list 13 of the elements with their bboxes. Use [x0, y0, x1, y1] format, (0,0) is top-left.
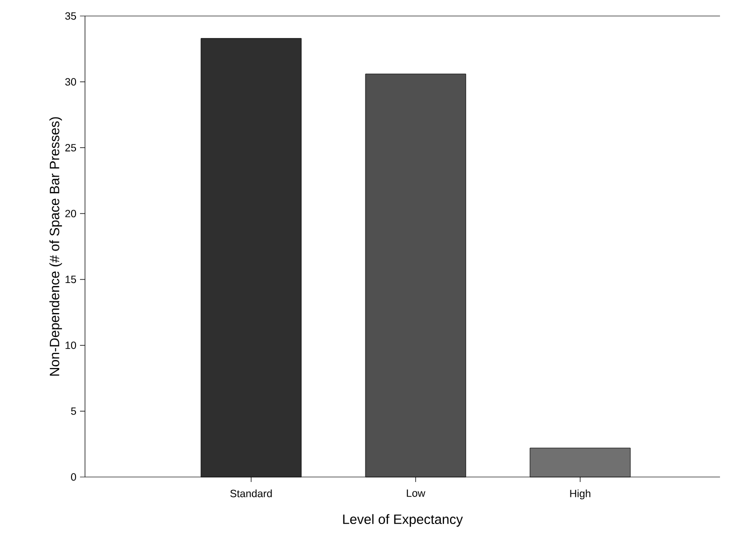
y-tick-label: 15	[66, 276, 76, 284]
y-tick-label: 10	[66, 342, 76, 350]
y-axis-title: Non-Dependence (# of Space Bar Presses)	[49, 117, 62, 376]
x-tick-label: Standard	[230, 490, 272, 498]
x-tick-label: High	[570, 490, 590, 500]
x-axis-title: Level of Expectancy	[343, 514, 463, 527]
y-tick-label: 20	[65, 210, 76, 218]
y-tick-label: 5	[71, 407, 76, 415]
y-tick-label: 25	[65, 144, 76, 152]
x-tick-label: Low	[406, 490, 426, 497]
y-tick-label: 0	[71, 473, 76, 481]
y-tick-label: 30	[65, 78, 76, 86]
y-tick-label: 35	[65, 12, 76, 20]
